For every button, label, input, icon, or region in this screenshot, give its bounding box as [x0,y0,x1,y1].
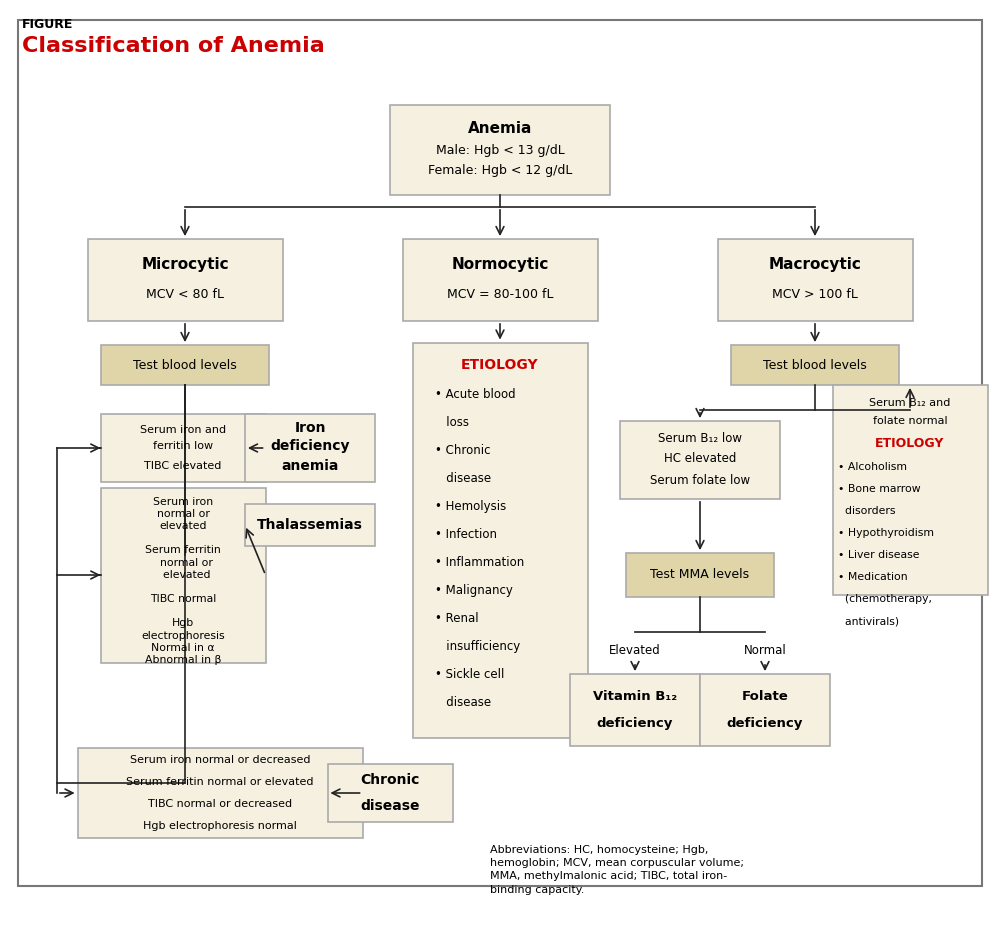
Text: ferritin low: ferritin low [153,441,213,451]
FancyBboxPatch shape [718,239,912,321]
Text: FIGURE: FIGURE [22,18,73,31]
Text: TIBC normal: TIBC normal [150,594,216,604]
Text: elevated: elevated [159,521,207,531]
Text: Hgb electrophoresis normal: Hgb electrophoresis normal [143,821,297,831]
Text: antivirals): antivirals) [838,616,900,626]
Text: Vitamin B₁₂: Vitamin B₁₂ [593,690,677,703]
Text: deficiency: deficiency [597,717,673,730]
Text: Serum B₁₂ and: Serum B₁₂ and [869,398,951,408]
Text: MCV = 80-100 fL: MCV = 80-100 fL [447,288,553,300]
Text: TIBC elevated: TIBC elevated [144,461,222,471]
Text: • Liver disease: • Liver disease [838,550,920,560]
Text: • Bone marrow: • Bone marrow [838,484,921,494]
Text: normal or: normal or [157,509,209,518]
Text: • Acute blood: • Acute blood [435,388,516,401]
FancyBboxPatch shape [413,343,588,738]
Text: • Infection: • Infection [435,528,497,541]
FancyBboxPatch shape [620,421,780,499]
Text: disorders: disorders [838,506,896,516]
FancyBboxPatch shape [100,487,266,662]
Text: Normal in α: Normal in α [151,643,215,653]
Text: Chronic: Chronic [360,773,420,787]
FancyBboxPatch shape [100,414,266,482]
Text: Iron: Iron [294,421,326,435]
Text: Serum folate low: Serum folate low [650,473,750,486]
Text: Serum ferritin: Serum ferritin [145,545,221,555]
Text: (chemotherapy,: (chemotherapy, [838,594,932,604]
Text: Serum iron: Serum iron [153,497,213,506]
Text: electrophoresis: electrophoresis [141,630,225,641]
Text: • Hypothyroidism: • Hypothyroidism [838,528,934,538]
Text: Serum iron normal or decreased: Serum iron normal or decreased [130,755,310,765]
Text: MCV < 80 fL: MCV < 80 fL [146,288,224,300]
Text: loss: loss [435,416,469,429]
Text: MCV > 100 fL: MCV > 100 fL [772,288,858,300]
Text: normal or: normal or [153,557,213,567]
Text: Elevated: Elevated [609,644,661,657]
FancyBboxPatch shape [328,764,452,822]
Text: • Chronic: • Chronic [435,444,490,457]
FancyBboxPatch shape [570,674,700,746]
Text: Abbreviations: HC, homocysteine; Hgb,
hemoglobin; MCV, mean corpuscular volume;
: Abbreviations: HC, homocysteine; Hgb, he… [490,845,744,895]
Text: Thalassemias: Thalassemias [257,518,363,532]
Text: • Hemolysis: • Hemolysis [435,500,506,513]
Text: Macrocytic: Macrocytic [769,257,861,272]
Text: • Medication: • Medication [838,572,908,582]
FancyBboxPatch shape [626,553,774,597]
FancyBboxPatch shape [101,345,269,385]
Text: insufficiency: insufficiency [435,640,520,653]
Text: TIBC normal or decreased: TIBC normal or decreased [148,799,292,809]
Text: folate normal: folate normal [873,416,947,426]
Text: • Renal: • Renal [435,612,479,625]
FancyBboxPatch shape [245,504,375,546]
Text: Folate: Folate [742,690,788,703]
Text: ETIOLOGY: ETIOLOGY [461,358,539,372]
Text: Serum iron and: Serum iron and [140,425,226,435]
Text: Anemia: Anemia [468,120,532,136]
FancyBboxPatch shape [731,345,899,385]
Text: • Malignancy: • Malignancy [435,584,513,597]
Text: elevated: elevated [156,569,210,580]
Text: Abnormal in β: Abnormal in β [145,655,221,665]
Text: Serum B₁₂ low: Serum B₁₂ low [658,432,742,444]
Text: Test MMA levels: Test MMA levels [650,568,750,582]
Text: Normal: Normal [744,644,786,657]
Text: Serum ferritin normal or elevated: Serum ferritin normal or elevated [126,777,314,787]
Text: deficiency: deficiency [270,439,350,453]
Text: disease: disease [360,799,420,813]
Text: anemia: anemia [281,459,339,473]
FancyBboxPatch shape [390,105,610,195]
FancyBboxPatch shape [245,414,375,482]
Text: Male: Hgb < 13 g/dL: Male: Hgb < 13 g/dL [436,143,564,156]
Text: deficiency: deficiency [727,717,803,730]
FancyBboxPatch shape [88,239,283,321]
FancyBboxPatch shape [18,20,982,886]
FancyBboxPatch shape [700,674,830,746]
Text: Hgb: Hgb [172,618,194,629]
Text: Test blood levels: Test blood levels [133,359,237,372]
Text: ETIOLOGY: ETIOLOGY [875,437,945,450]
Text: disease: disease [435,472,491,485]
Text: HC elevated: HC elevated [664,452,736,465]
Text: Normocytic: Normocytic [451,257,549,272]
Text: Test blood levels: Test blood levels [763,359,867,372]
FancyBboxPatch shape [402,239,598,321]
Text: Classification of Anemia: Classification of Anemia [22,36,325,56]
Text: disease: disease [435,696,491,709]
Text: • Alcoholism: • Alcoholism [838,462,908,472]
Text: • Sickle cell: • Sickle cell [435,668,504,681]
Text: Microcytic: Microcytic [141,257,229,272]
Text: Female: Hgb < 12 g/dL: Female: Hgb < 12 g/dL [428,164,572,177]
FancyBboxPatch shape [78,748,362,838]
Text: • Inflammation: • Inflammation [435,556,524,569]
FancyBboxPatch shape [832,385,988,595]
